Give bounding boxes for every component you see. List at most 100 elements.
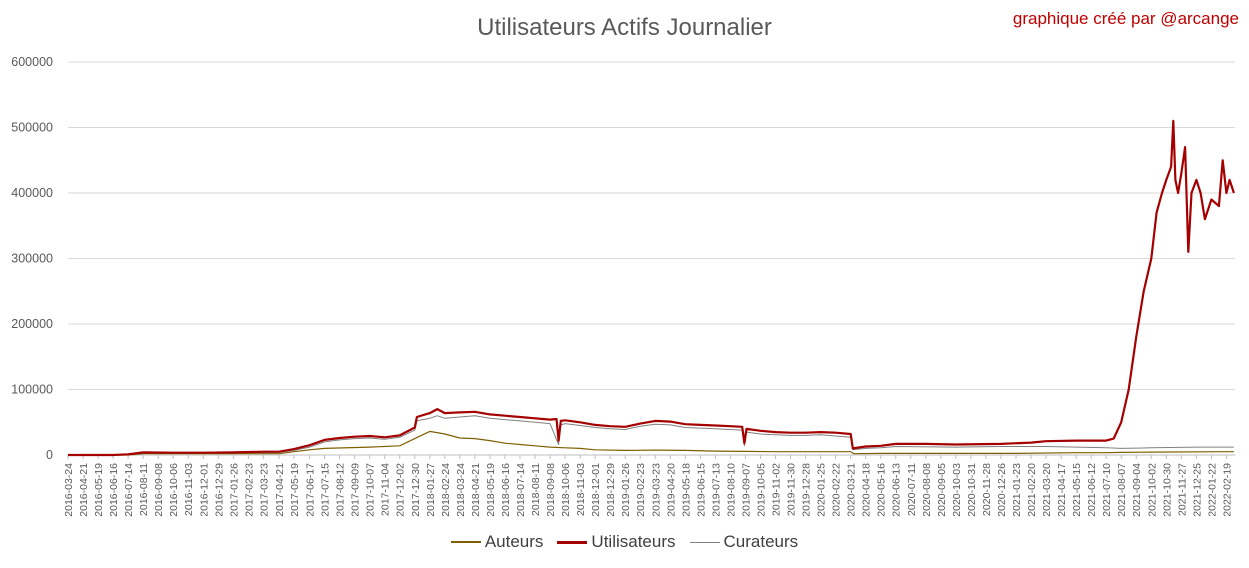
legend-item-auteurs: Auteurs — [450, 532, 544, 552]
chart-credit: graphique créé par @arcange — [1012, 9, 1239, 28]
x-tick-label: 2022-02-19 — [1221, 463, 1233, 517]
x-tick-label: 2016-04-21 — [78, 463, 90, 517]
x-tick-label: 2018-08-11 — [530, 463, 542, 516]
x-tick-label: 2020-10-03 — [951, 463, 963, 517]
x-tick-label: 2017-05-19 — [289, 463, 301, 517]
y-tick-label: 100000 — [11, 383, 53, 397]
x-tick-label: 2020-08-08 — [921, 463, 933, 517]
x-tick-label: 2021-08-07 — [1116, 463, 1128, 517]
x-tick-label: 2018-02-24 — [440, 463, 452, 517]
x-tick-label: 2017-03-23 — [258, 463, 270, 517]
x-tick-label: 2017-02-23 — [243, 463, 255, 517]
x-tick-label: 2017-01-26 — [228, 463, 240, 517]
x-tick-label: 2018-01-27 — [425, 463, 437, 517]
x-tick-label: 2019-07-13 — [710, 463, 722, 517]
x-tick-label: 2017-12-02 — [395, 463, 407, 517]
x-tick-label: 2021-09-04 — [1131, 463, 1143, 517]
y-tick-label: 200000 — [11, 317, 53, 331]
x-tick-label: 2016-12-29 — [213, 463, 225, 517]
x-tick-label: 2021-07-10 — [1101, 463, 1113, 517]
series-line-utilisateurs — [68, 119, 1235, 457]
x-tick-label: 2019-04-20 — [665, 463, 677, 517]
x-tick-label: 2017-08-12 — [335, 463, 347, 517]
x-tick-label: 2017-04-21 — [274, 463, 286, 517]
legend-label-auteurs: Auteurs — [484, 532, 544, 551]
x-tick-label: 2021-10-02 — [1146, 463, 1158, 517]
x-tick-label: 2018-09-08 — [545, 463, 557, 517]
x-tick-label: 2016-10-06 — [168, 463, 180, 517]
x-tick-label: 2017-07-15 — [320, 463, 332, 517]
x-tick-label: 2020-10-31 — [966, 463, 978, 517]
gridlines — [68, 61, 1235, 456]
x-tick-label: 2018-11-03 — [575, 463, 587, 516]
x-tick-label: 2021-10-30 — [1161, 463, 1173, 517]
x-tick-label: 2017-06-17 — [305, 463, 317, 517]
x-tick-label: 2019-10-05 — [755, 463, 767, 517]
legend-swatch-auteurs — [450, 541, 481, 543]
series-lines — [68, 119, 1235, 457]
x-tick-label: 2020-04-18 — [861, 463, 873, 517]
x-tick-label: 2019-09-07 — [740, 463, 752, 517]
x-tick-label: 2016-05-19 — [93, 463, 105, 517]
x-tick-label: 2020-03-21 — [846, 463, 858, 517]
x-tick-label: 2019-01-26 — [620, 463, 632, 517]
y-tick-label: 0 — [46, 448, 53, 462]
legend-label-utilisateurs: Utilisateurs — [591, 532, 676, 551]
x-tick-label: 2020-07-11 — [906, 463, 918, 516]
y-axis: 0 100000 200000 300000 400000 500000 600000 — [11, 55, 53, 462]
x-tick-label: 2017-09-09 — [350, 463, 362, 517]
y-tick-label: 400000 — [11, 186, 53, 200]
x-tick-label: 2020-02-22 — [831, 463, 843, 517]
x-tick-label: 2019-05-18 — [680, 463, 692, 517]
y-tick-label: 600000 — [11, 55, 53, 69]
legend-item-curateurs: Curateurs — [689, 532, 799, 552]
x-tick-label: 2018-04-21 — [470, 463, 482, 517]
x-axis: 2016-03-24 2016-04-21 2016-05-19 2016-06-16… — [63, 455, 1233, 517]
x-tick-label: 2019-02-23 — [635, 463, 647, 517]
x-tick-label: 2016-09-08 — [153, 463, 165, 517]
x-tick-label: 2019-11-30 — [786, 463, 798, 516]
x-tick-label: 2016-03-24 — [63, 463, 75, 517]
x-tick-label: 2020-11-28 — [981, 463, 993, 516]
y-tick-label: 300000 — [11, 252, 53, 266]
x-tick-label: 2022-01-22 — [1206, 463, 1218, 517]
x-tick-label: 2021-02-20 — [1026, 463, 1038, 517]
x-tick-label: 2019-08-10 — [725, 463, 737, 517]
x-tick-label: 2021-04-17 — [1056, 463, 1068, 517]
x-tick-label: 2019-03-23 — [650, 463, 662, 517]
legend-swatch-utilisateurs — [557, 540, 588, 544]
y-tick-label: 500000 — [11, 121, 53, 135]
x-tick-label: 2020-06-13 — [891, 463, 903, 517]
legend-swatch-curateurs — [689, 541, 720, 543]
x-tick-label: 2017-10-07 — [365, 463, 377, 517]
x-tick-label: 2021-11-27 — [1176, 463, 1188, 516]
x-tick-label: 2017-12-30 — [410, 463, 422, 517]
legend: Auteurs Utilisateurs Curateurs — [0, 532, 1249, 552]
series-line-curateurs — [68, 415, 1234, 456]
x-tick-label: 2018-12-29 — [605, 463, 617, 517]
x-tick-label: 2018-12-01 — [590, 463, 602, 517]
x-tick-label: 2019-06-15 — [695, 463, 707, 517]
chart-title: Utilisateurs Actifs Journalier — [477, 14, 772, 41]
x-tick-label: 2018-10-06 — [560, 463, 572, 517]
x-tick-label: 2018-06-16 — [500, 463, 512, 517]
series-line-auteurs — [68, 430, 1234, 456]
x-tick-label: 2016-06-16 — [108, 463, 120, 517]
x-tick-label: 2016-12-01 — [198, 463, 210, 517]
x-tick-label: 2021-12-25 — [1191, 463, 1203, 517]
x-tick-label: 2016-08-11 — [138, 463, 150, 516]
legend-label-curateurs: Curateurs — [723, 532, 799, 551]
x-tick-label: 2020-12-26 — [996, 463, 1008, 517]
x-tick-label: 2017-11-04 — [380, 463, 392, 516]
x-tick-label: 2018-03-24 — [455, 463, 467, 517]
x-tick-label: 2018-07-14 — [515, 463, 527, 517]
x-tick-label: 2016-11-03 — [183, 463, 195, 516]
x-tick-label: 2020-01-25 — [816, 463, 828, 517]
x-tick-label: 2018-05-19 — [485, 463, 497, 517]
x-tick-label: 2021-06-12 — [1086, 463, 1098, 517]
x-tick-label: 2020-09-05 — [936, 463, 948, 517]
x-tick-label: 2019-12-28 — [801, 463, 813, 517]
x-tick-label: 2020-05-16 — [876, 463, 888, 517]
x-tick-label: 2021-05-15 — [1071, 463, 1083, 517]
